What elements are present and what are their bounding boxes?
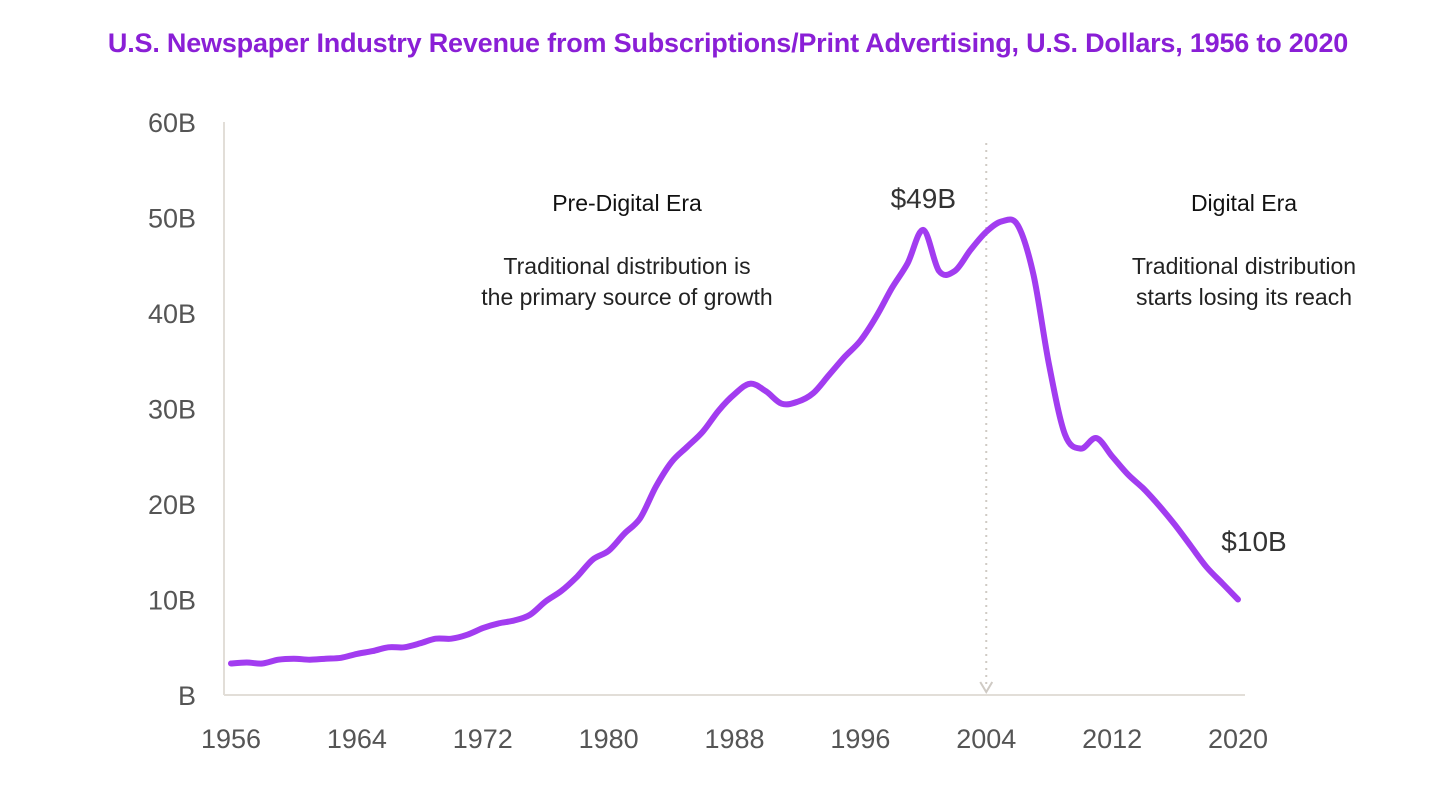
y-tick-label: B [178, 681, 196, 711]
x-tick-label: 2012 [1082, 724, 1142, 754]
pre-digital-era-title: Pre-Digital Era [552, 190, 702, 216]
pre-digital-era-description: Traditional distribution is [503, 253, 750, 279]
x-tick-label: 1956 [201, 724, 261, 754]
chart-title: U.S. Newspaper Industry Revenue from Sub… [107, 28, 1349, 58]
peak-value-label: $49B [891, 183, 956, 214]
y-tick-label: 30B [148, 395, 196, 425]
x-tick-label: 2020 [1208, 724, 1268, 754]
x-tick-label: 2004 [956, 724, 1016, 754]
digital-era-description: Traditional distribution [1132, 253, 1356, 279]
end-value-label: $10B [1221, 526, 1286, 557]
digital-era-description: starts losing its reach [1136, 284, 1352, 310]
x-tick-label: 1996 [830, 724, 890, 754]
x-tick-label: 1988 [704, 724, 764, 754]
pre-digital-era-description: the primary source of growth [481, 284, 772, 310]
y-tick-label: 50B [148, 204, 196, 234]
revenue-series-line [228, 216, 1241, 667]
y-tick-label: 60B [148, 108, 196, 138]
x-tick-label: 1980 [579, 724, 639, 754]
x-tick-label: 1972 [453, 724, 513, 754]
y-tick-label: 40B [148, 299, 196, 329]
y-tick-label: 20B [148, 490, 196, 520]
digital-era-title: Digital Era [1191, 190, 1297, 216]
y-tick-label: 10B [148, 586, 196, 616]
era-divider-arrow [979, 681, 994, 694]
x-tick-label: 1964 [327, 724, 387, 754]
